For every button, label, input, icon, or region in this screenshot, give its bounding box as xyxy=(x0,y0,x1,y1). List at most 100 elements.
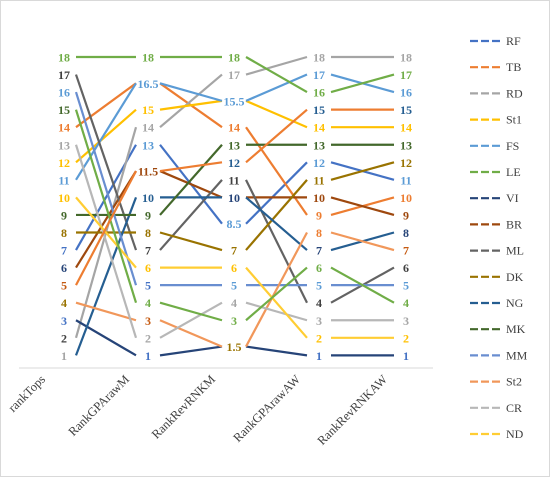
series-segment xyxy=(245,56,308,94)
rank-label: 17 xyxy=(58,68,70,82)
rank-label: 4 xyxy=(316,296,322,310)
series-segment xyxy=(330,161,395,181)
series-segment xyxy=(159,99,223,111)
series-segment xyxy=(245,266,308,339)
rank-label: 15 xyxy=(400,103,412,117)
rank-label: 16.5 xyxy=(138,77,159,91)
rank-label: 13 xyxy=(400,138,412,152)
series-line-nd xyxy=(75,196,394,339)
rank-label: 1 xyxy=(145,349,151,363)
rank-label: 18 xyxy=(313,51,325,65)
series-lines xyxy=(74,55,395,357)
series-line-st2 xyxy=(75,231,395,348)
series-segment xyxy=(245,196,308,251)
rank-label: 13 xyxy=(313,138,325,152)
series-segment xyxy=(159,82,223,102)
rank-label: 13 xyxy=(142,138,154,152)
legend-label-br: BR xyxy=(506,217,522,231)
series-segment xyxy=(159,301,223,322)
rank-label: 2 xyxy=(403,331,409,345)
legend-label-nd: ND xyxy=(506,427,524,441)
rank-label: 1 xyxy=(61,349,67,363)
series-segment xyxy=(159,319,223,348)
rank-label: 12 xyxy=(228,156,240,170)
legend-label-vi: VI xyxy=(506,191,519,205)
rank-label: 10 xyxy=(142,191,154,205)
rank-label: 11 xyxy=(228,173,239,187)
rank-label: 10 xyxy=(58,191,70,205)
rank-label: 8 xyxy=(403,226,409,240)
legend-label-tb: TB xyxy=(506,60,521,74)
series-line-cr xyxy=(74,144,394,339)
series-segment xyxy=(74,91,138,286)
series-segment xyxy=(245,161,308,225)
series-segment xyxy=(330,196,395,217)
legend-label-dk: DK xyxy=(506,270,524,284)
rank-label: 15.5 xyxy=(224,94,245,108)
rank-label: 4 xyxy=(145,296,151,310)
rank-label: 16 xyxy=(313,86,325,100)
rank-label: 14 xyxy=(313,121,325,135)
rank-label: 16 xyxy=(58,86,70,100)
series-segment xyxy=(159,161,223,173)
series-line-unlabeled-17 xyxy=(75,108,394,286)
rank-label: 13 xyxy=(228,138,240,152)
rank-label: 15 xyxy=(58,103,70,117)
rank-label: 1 xyxy=(316,349,322,363)
rank-label: 6 xyxy=(231,261,237,275)
rank-label: 9 xyxy=(145,208,151,222)
category-label-rankrevrnkm: RankRevRNKM xyxy=(149,372,218,441)
series-segment xyxy=(245,55,308,76)
rank-label: 6 xyxy=(403,261,409,275)
legend-label-st2: St2 xyxy=(506,375,522,389)
rank-label: 6 xyxy=(316,261,322,275)
rank-label: 1 xyxy=(403,349,409,363)
rank-label: 17 xyxy=(313,68,325,82)
series-segment xyxy=(75,170,137,286)
rank-label: 1.5 xyxy=(227,340,242,354)
rank-label: 12 xyxy=(400,156,412,170)
rank-label: 15 xyxy=(313,103,325,117)
legend-label-ml: ML xyxy=(506,244,524,258)
rank-label: 7 xyxy=(145,244,151,258)
series-segment xyxy=(159,345,223,357)
rank-label: 5 xyxy=(403,279,409,293)
rank-label: 17 xyxy=(400,68,412,82)
rank-label: 10 xyxy=(228,191,240,205)
rank-label: 15 xyxy=(142,103,154,117)
rank-label: 8 xyxy=(61,226,67,240)
category-axis-labels: rankTops RankGPArawM RankRevRNKM RankGPAraw… xyxy=(5,372,390,448)
series-line-unlabeled-16 xyxy=(74,109,395,322)
legend: RF TB RD St1 FS LE VI BR ML DK NG MK MM St2 CR ND xyxy=(470,34,528,441)
rank-label: 18 xyxy=(400,51,412,65)
series-segment xyxy=(245,179,308,304)
series-line-st1 xyxy=(75,99,394,164)
series-segment xyxy=(75,196,137,269)
rank-label: 12 xyxy=(313,156,325,170)
category-label-rankgparawm: RankGPArawM xyxy=(66,372,133,439)
rank-label: 8 xyxy=(316,226,322,240)
series-segment xyxy=(245,345,308,357)
rank-label: 14 xyxy=(58,121,70,135)
rank-label: 3 xyxy=(316,314,322,328)
series-segment xyxy=(75,82,137,129)
category-label-rankgparawaw: RankGPArawAW xyxy=(230,372,303,445)
rank-label: 7 xyxy=(231,244,237,258)
rank-label: 5 xyxy=(145,279,151,293)
series-segment xyxy=(159,170,223,199)
rank-label: 8 xyxy=(145,226,151,240)
series-segment xyxy=(245,266,308,322)
series-segment xyxy=(159,73,223,129)
rank-label: 10 xyxy=(313,191,325,205)
series-segment xyxy=(74,109,138,304)
rank-label: 7 xyxy=(61,244,67,258)
series-segment xyxy=(75,108,137,164)
series-segment xyxy=(159,144,223,216)
series-line-br xyxy=(75,170,395,269)
series-segment xyxy=(245,301,308,322)
rank-label: 14 xyxy=(228,121,240,135)
rank-label: 3 xyxy=(231,314,237,328)
series-segment xyxy=(245,99,308,129)
rank-label: 2 xyxy=(61,331,67,345)
